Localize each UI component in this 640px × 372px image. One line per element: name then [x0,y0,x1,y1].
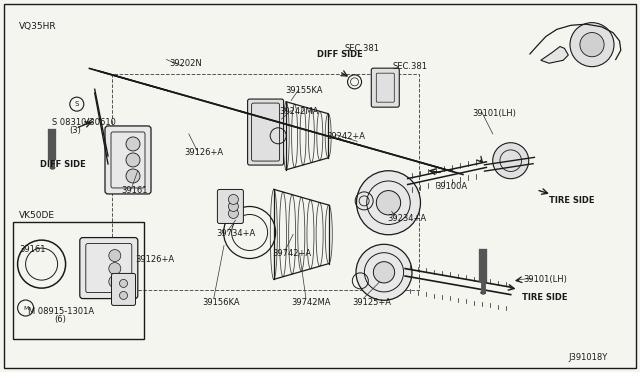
Circle shape [126,169,140,183]
Circle shape [109,263,121,275]
Circle shape [493,143,529,179]
Text: TIRE SIDE: TIRE SIDE [549,196,595,205]
Bar [112,74,419,290]
FancyBboxPatch shape [371,68,399,107]
Text: 39125+A: 39125+A [352,298,391,307]
Text: 39161: 39161 [122,186,148,195]
Ellipse shape [50,166,55,169]
Polygon shape [337,139,361,145]
Polygon shape [145,84,168,91]
Text: 39101(LH): 39101(LH) [524,275,568,284]
Ellipse shape [481,291,486,294]
Text: 39155KA: 39155KA [285,86,323,94]
Text: 39156KA: 39156KA [202,298,240,307]
Text: VK50DE: VK50DE [19,211,55,220]
Text: 39234+A: 39234+A [387,214,426,223]
Circle shape [126,137,140,151]
FancyBboxPatch shape [111,273,136,305]
Circle shape [109,250,121,262]
FancyBboxPatch shape [218,189,243,224]
Circle shape [580,32,604,57]
Text: (6): (6) [54,315,67,324]
Circle shape [109,276,121,288]
FancyBboxPatch shape [80,238,138,299]
Text: 39126+A: 39126+A [136,255,175,264]
Text: 39126+A: 39126+A [184,148,223,157]
Text: VQ35HR: VQ35HR [19,22,57,31]
Polygon shape [541,46,568,63]
Bar [13,222,144,339]
Text: (3): (3) [69,126,81,135]
Text: M: M [23,305,28,311]
Circle shape [228,202,238,211]
Circle shape [373,262,395,283]
Text: 39161: 39161 [19,245,45,254]
Circle shape [570,23,614,67]
Text: SEC.381: SEC.381 [344,44,380,53]
Text: 39734+A: 39734+A [216,229,255,238]
Circle shape [228,195,238,205]
Text: 39101(LH): 39101(LH) [472,109,516,118]
Circle shape [120,279,127,288]
Text: DIFF SIDE: DIFF SIDE [317,50,362,59]
Text: 39242MA: 39242MA [280,107,319,116]
Circle shape [376,190,401,215]
Circle shape [356,244,412,300]
Circle shape [228,208,238,218]
Polygon shape [239,111,263,118]
FancyBboxPatch shape [248,99,284,165]
Circle shape [120,291,127,299]
Text: M 08915-1301A: M 08915-1301A [28,307,94,316]
Text: 39202N: 39202N [170,59,202,68]
Text: S: S [75,101,79,107]
Text: 39242+A: 39242+A [326,132,365,141]
Text: DIFF SIDE: DIFF SIDE [40,160,86,169]
Circle shape [356,171,420,235]
Text: TIRE SIDE: TIRE SIDE [522,293,567,302]
Text: 39742MA: 39742MA [291,298,331,307]
Text: 39100A: 39100A [435,182,467,191]
Text: SEC.381: SEC.381 [392,62,428,71]
Circle shape [126,153,140,167]
FancyBboxPatch shape [105,126,151,194]
Text: 39742+A: 39742+A [272,249,311,258]
Text: J391018Y: J391018Y [568,353,607,362]
Text: S 08310-30610: S 08310-30610 [52,118,116,126]
